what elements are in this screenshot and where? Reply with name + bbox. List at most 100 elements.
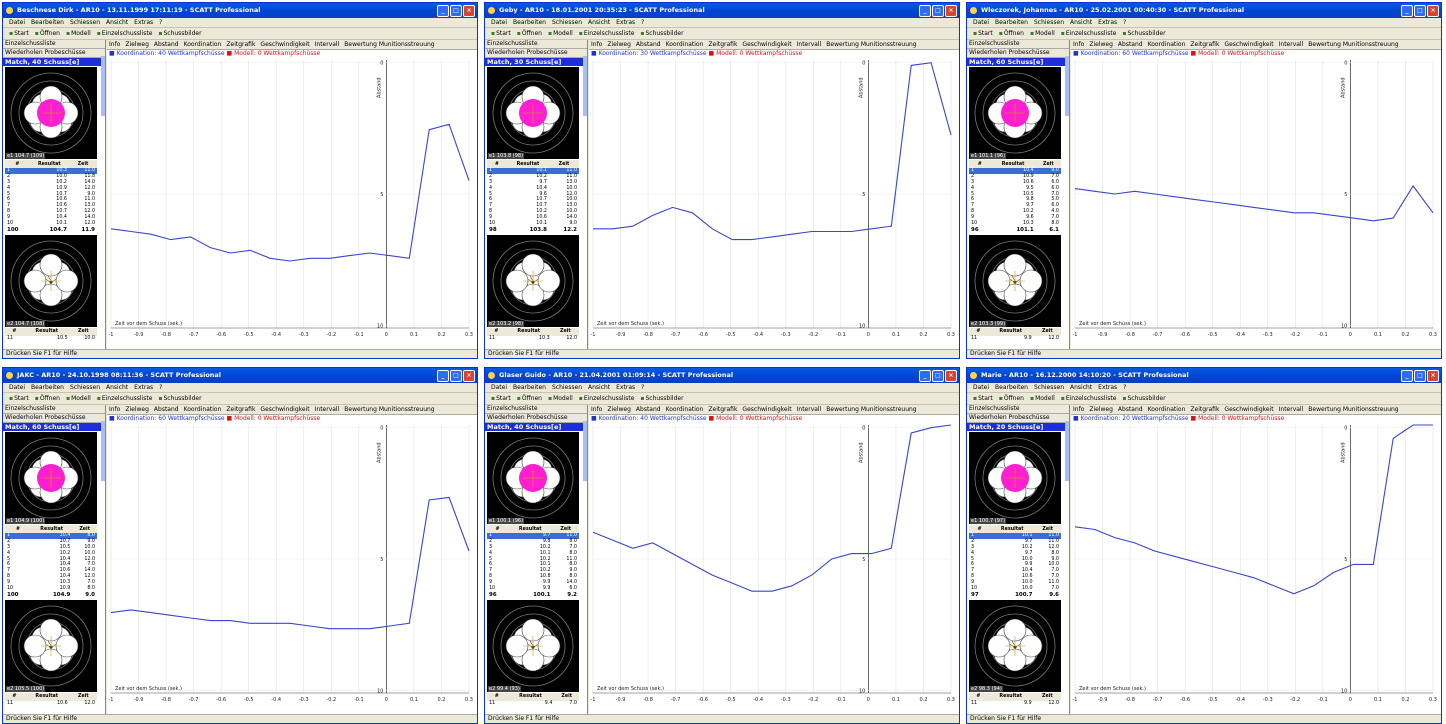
table-row[interactable]: 9 10.3 7.0 <box>7 579 95 585</box>
table-row[interactable]: 2 9.8 8.0 <box>489 539 577 545</box>
table-row[interactable]: 3 10.2 7.0 <box>489 544 577 550</box>
toolbar-button[interactable]: Öffnen <box>517 393 542 404</box>
menu-item[interactable]: Datei <box>973 384 990 391</box>
table-row[interactable]: 9 10.6 14.0 <box>489 214 577 220</box>
toolbar-button[interactable]: Schussbilder <box>158 28 201 39</box>
table-row[interactable]: 5 10.2 11.0 <box>489 556 577 562</box>
maximize-icon[interactable]: □ <box>932 370 944 382</box>
toolbar-button[interactable]: Einzelschussliste <box>579 393 635 404</box>
scrollbar[interactable] <box>583 56 587 116</box>
menu-item[interactable]: ? <box>1123 384 1127 391</box>
menu-item[interactable]: Extras <box>134 19 154 26</box>
view-tab[interactable]: Zeitgrafik <box>1190 41 1220 48</box>
maximize-icon[interactable]: □ <box>450 5 462 17</box>
menu-item[interactable]: Ansicht <box>106 19 129 26</box>
series-title[interactable]: Match, 60 Schuss[e] <box>3 423 105 431</box>
table-row[interactable]: 5 9.6 12.0 <box>489 191 577 197</box>
scatt-window[interactable]: Marie - AR10 - 16.12.2000 14:10:20 - SCA… <box>966 367 1442 724</box>
toolbar-button[interactable]: Start <box>973 393 993 404</box>
scrollbar[interactable] <box>101 56 105 116</box>
panel-buttons[interactable]: Wiederholen Probeschüsse <box>967 49 1069 58</box>
window-titlebar[interactable]: Glaser Guido - AR10 - 21.04.2001 01:09:1… <box>485 368 959 383</box>
menu-item[interactable]: Datei <box>973 19 990 26</box>
menu-item[interactable]: Bearbeiten <box>31 19 64 26</box>
view-tab[interactable]: Abstand <box>635 406 661 413</box>
minimize-icon[interactable]: _ <box>919 370 931 382</box>
maximize-icon[interactable]: □ <box>450 370 462 382</box>
panel-buttons[interactable]: Wiederholen Probeschüsse <box>485 49 587 58</box>
menu-item[interactable]: Ansicht <box>588 384 611 391</box>
window-titlebar[interactable]: Beschnese Dirk - AR10 - 13.11.1999 17:11… <box>3 3 477 18</box>
menu-item[interactable]: Bearbeiten <box>31 384 64 391</box>
scrollbar[interactable] <box>101 421 105 481</box>
menu-item[interactable]: Datei <box>491 384 508 391</box>
table-row[interactable]: 1 10.4 9.0 <box>969 168 1061 174</box>
table-row[interactable]: 3 10.5 10.0 <box>7 544 95 550</box>
menu-item[interactable]: Schiessen <box>551 19 582 26</box>
series-title[interactable]: Match, 40 Schuss[e] <box>485 423 587 431</box>
toolbar-button[interactable]: Öffnen <box>35 393 60 404</box>
table-row[interactable]: 5 10.4 12.0 <box>7 556 95 562</box>
table-row[interactable]: 1 10.3 11.0 <box>5 168 97 174</box>
close-icon[interactable]: × <box>945 5 957 17</box>
view-tab[interactable]: Koordination <box>1147 41 1186 48</box>
table-row[interactable]: 10 10.1 12.0 <box>7 220 95 226</box>
table-row[interactable]: 2 10.2 11.0 <box>489 174 577 180</box>
minimize-icon[interactable]: _ <box>437 5 449 17</box>
menu-item[interactable]: Ansicht <box>106 384 129 391</box>
minimize-icon[interactable]: _ <box>1401 370 1413 382</box>
toolbar-button[interactable]: Schussbilder <box>1122 393 1165 404</box>
view-tab[interactable]: Info <box>1073 406 1085 413</box>
panel-buttons[interactable]: Wiederholen Probeschüsse <box>3 49 105 58</box>
view-tab[interactable]: Zeitgrafik <box>708 406 738 413</box>
view-tab[interactable]: Info <box>591 41 603 48</box>
table-row[interactable]: 7 10.6 13.0 <box>7 203 95 209</box>
view-tab[interactable]: Koordination <box>183 41 222 48</box>
scatt-window[interactable]: Wleczorek, Johannes - AR10 - 25.02.2001 … <box>966 2 1442 359</box>
view-tab[interactable]: Zeitgrafik <box>708 41 738 48</box>
table-row[interactable]: 8 10.6 7.0 <box>971 573 1059 579</box>
table-row[interactable]: 1 9.7 11.0 <box>487 533 579 539</box>
menu-item[interactable]: Extras <box>616 384 636 391</box>
table-row[interactable]: 2 9.7 11.0 <box>971 539 1059 545</box>
table-row[interactable]: 4 10.1 8.0 <box>489 550 577 556</box>
table-row[interactable]: 3 9.7 13.0 <box>489 179 577 185</box>
toolbar-button[interactable]: Öffnen <box>517 28 542 39</box>
view-tab[interactable]: Intervall <box>1278 406 1304 413</box>
view-tab[interactable]: Geschwindigkeit <box>260 41 310 48</box>
table-row[interactable]: 6 10.4 7.0 <box>7 562 95 568</box>
view-tab[interactable]: Abstand <box>153 406 179 413</box>
table-row[interactable]: 11 10.6 12.0 <box>7 701 95 707</box>
table-row[interactable]: 3 10.2 14.0 <box>7 179 95 185</box>
menu-item[interactable]: Extras <box>1098 384 1118 391</box>
toolbar-button[interactable]: Einzelschussliste <box>1061 393 1117 404</box>
table-row[interactable]: 6 9.8 5.0 <box>971 197 1059 203</box>
series-title[interactable]: Match, 30 Schuss[e] <box>485 58 587 66</box>
toolbar-button[interactable]: Öffnen <box>999 393 1024 404</box>
toolbar-button[interactable]: Schussbilder <box>640 393 683 404</box>
menu-item[interactable]: Ansicht <box>1070 384 1093 391</box>
view-tab[interactable]: Intervall <box>796 406 822 413</box>
toolbar-button[interactable]: Modell <box>548 393 573 404</box>
table-row[interactable]: 8 10.2 4.0 <box>971 208 1059 214</box>
minimize-icon[interactable]: _ <box>437 370 449 382</box>
table-row[interactable]: 5 10.0 9.0 <box>971 556 1059 562</box>
view-tab[interactable]: Geschwindigkeit <box>742 41 792 48</box>
menu-item[interactable]: Bearbeiten <box>513 384 546 391</box>
table-row[interactable]: 4 10.4 10.0 <box>489 185 577 191</box>
view-tab[interactable]: Info <box>1073 41 1085 48</box>
series-title[interactable]: Match, 20 Schuss[e] <box>967 423 1069 431</box>
toolbar-button[interactable]: Schussbilder <box>1122 28 1165 39</box>
minimize-icon[interactable]: _ <box>1401 5 1413 17</box>
table-row[interactable]: 8 10.2 10.0 <box>489 208 577 214</box>
view-tab[interactable]: Zielweg <box>607 406 631 413</box>
table-row[interactable]: 6 10.1 8.0 <box>489 562 577 568</box>
toolbar-button[interactable]: Einzelschussliste <box>579 28 635 39</box>
close-icon[interactable]: × <box>1427 5 1439 17</box>
toolbar-button[interactable]: Einzelschussliste <box>1061 28 1117 39</box>
table-row[interactable]: 9 9.6 7.0 <box>971 214 1059 220</box>
view-tab[interactable]: Zielweg <box>1089 41 1113 48</box>
table-row[interactable]: 9 10.4 14.0 <box>7 214 95 220</box>
toolbar-button[interactable]: Start <box>973 28 993 39</box>
view-tab[interactable]: Info <box>109 41 121 48</box>
